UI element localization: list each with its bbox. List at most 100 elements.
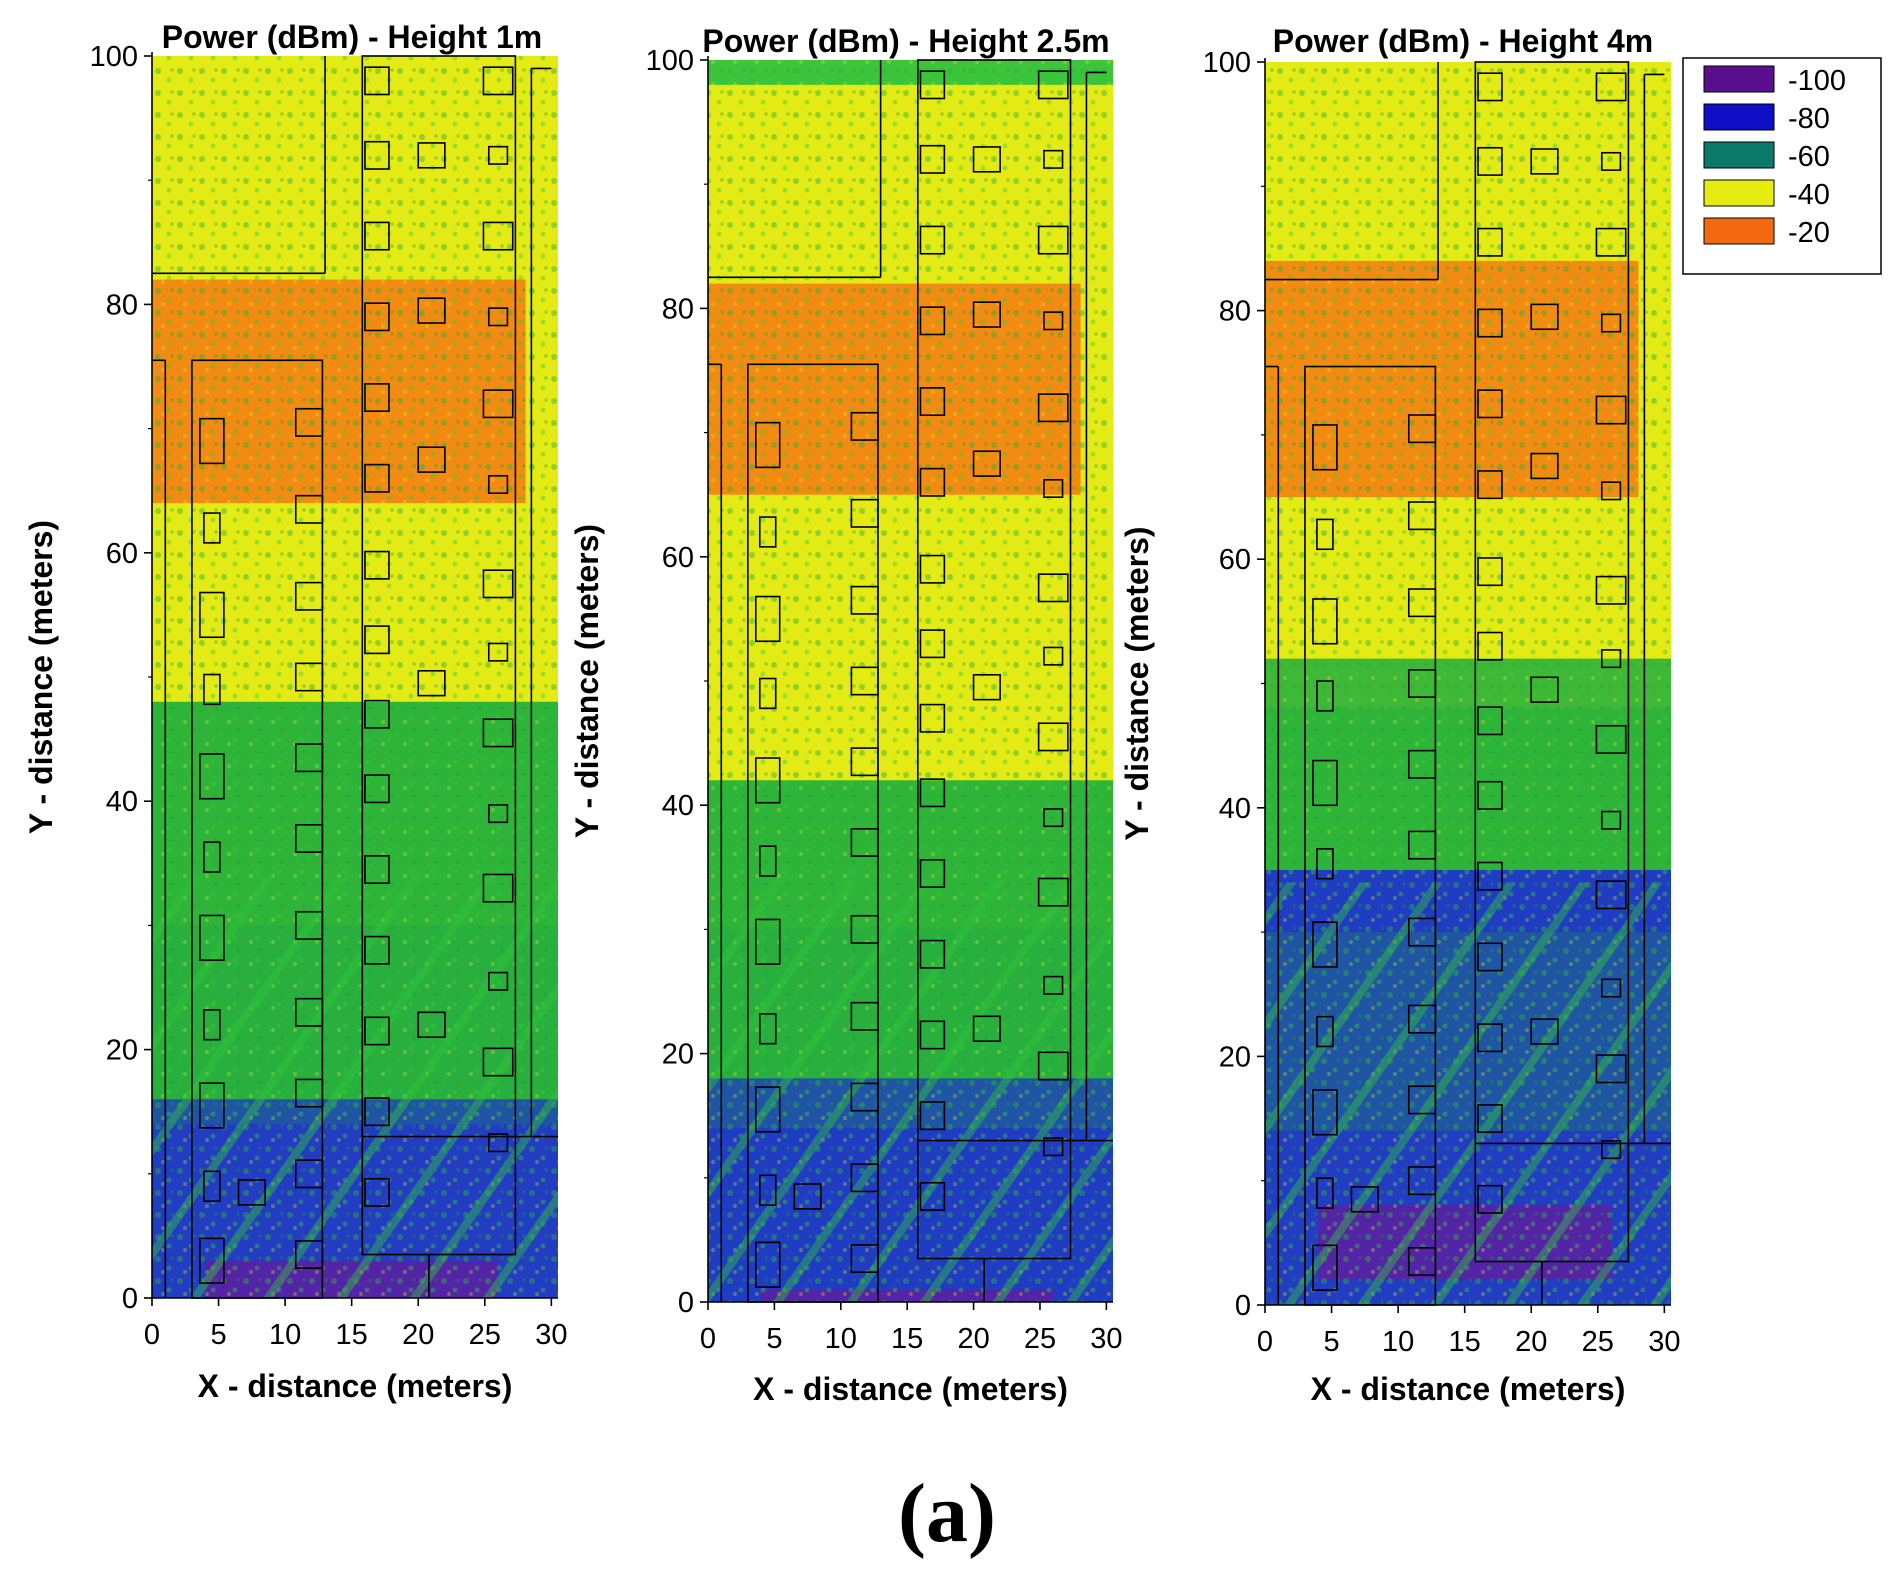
panel-title: Power (dBm) - Height 2.5m xyxy=(702,23,1109,59)
equipment-box xyxy=(1407,501,1437,531)
y-tick-label: 40 xyxy=(106,786,138,818)
equipment-box xyxy=(294,494,324,524)
equipment-box xyxy=(1530,148,1559,175)
equipment-box xyxy=(1530,303,1559,331)
equipment-box xyxy=(1037,1051,1069,1081)
equipment-box xyxy=(364,221,390,251)
equipment-box xyxy=(1600,978,1622,998)
x-axis-label: X - distance (meters) xyxy=(198,1368,513,1404)
equipment-box xyxy=(1477,1184,1503,1214)
equipment-box xyxy=(1595,72,1627,102)
equipment-box xyxy=(294,743,324,773)
equipment-box xyxy=(364,625,390,655)
equipment-box xyxy=(199,1237,225,1284)
equipment-box xyxy=(919,70,946,100)
equipment-box xyxy=(1043,149,1064,169)
equipment-box xyxy=(1407,1247,1437,1276)
equipment-box xyxy=(919,554,946,584)
y-tick-label: 0 xyxy=(1235,1290,1251,1322)
equipment-box xyxy=(294,407,324,437)
x-tick-label: 15 xyxy=(1449,1326,1481,1358)
legend-label: -40 xyxy=(1788,179,1830,211)
equipment-box xyxy=(1037,225,1069,255)
x-axis-label: X - distance (meters) xyxy=(1311,1371,1626,1407)
legend-label: -20 xyxy=(1788,217,1830,249)
equipment-box xyxy=(850,1244,879,1273)
equipment-box xyxy=(294,997,324,1027)
equipment-box xyxy=(1600,151,1622,171)
equipment-box xyxy=(1312,921,1338,968)
equipment-box xyxy=(1043,311,1064,331)
equipment-box xyxy=(1316,1015,1334,1048)
equipment-box xyxy=(1595,395,1627,425)
panel-2: 0 20 40 60 80 100 0 5 10 15 20 25 30 Power (dBm) - He… xyxy=(569,23,1122,1407)
equipment-box xyxy=(487,642,509,662)
y-tick-label: 60 xyxy=(662,542,694,574)
equipment-box xyxy=(203,512,221,544)
equipment-box xyxy=(199,417,225,465)
equipment-box xyxy=(199,1082,225,1129)
x-tick-label: 20 xyxy=(957,1323,989,1355)
equipment-box xyxy=(1407,669,1437,698)
y-axis-label: Y - distance (meters) xyxy=(1119,526,1155,840)
equipment-box xyxy=(1350,1186,1379,1213)
y-tick-label: 100 xyxy=(1203,47,1251,79)
equipment-box xyxy=(364,935,390,965)
room-right-aisle xyxy=(361,55,517,1256)
equipment-box xyxy=(919,1181,946,1211)
equipment-box xyxy=(1407,749,1437,779)
equipment-box xyxy=(1316,680,1334,712)
equipment-box xyxy=(487,145,509,165)
equipment-box xyxy=(1477,942,1503,972)
equipment-box xyxy=(203,1009,221,1041)
x-tick-label: 5 xyxy=(210,1319,226,1351)
equipment-box xyxy=(1477,861,1503,891)
equipment-box xyxy=(417,446,446,473)
equipment-box xyxy=(793,1183,822,1210)
y-tick-label: 0 xyxy=(678,1287,694,1319)
equipment-box xyxy=(1407,1004,1437,1034)
equipment-box xyxy=(294,910,324,940)
equipment-box xyxy=(758,845,777,877)
x-tick-label: 15 xyxy=(336,1319,368,1351)
equipment-box xyxy=(1316,518,1334,551)
equipment-box xyxy=(919,629,946,659)
equipment-box xyxy=(1477,72,1503,102)
equipment-box xyxy=(1595,724,1627,754)
equipment-box xyxy=(364,463,390,493)
equipment-box xyxy=(850,914,879,944)
equipment-box xyxy=(294,823,324,853)
equipment-box xyxy=(1477,557,1503,587)
equipment-box xyxy=(482,389,514,419)
equipment-box xyxy=(850,411,879,441)
equipment-box xyxy=(1312,1244,1338,1291)
x-tick-label: 30 xyxy=(1090,1323,1122,1355)
equipment-box xyxy=(482,569,514,599)
equipment-box xyxy=(1600,810,1622,830)
equipment-box xyxy=(1037,722,1069,752)
equipment-box xyxy=(1043,478,1064,498)
y-tick-label: 40 xyxy=(1219,793,1251,825)
equipment-box xyxy=(1316,1177,1334,1209)
x-tick-label: 10 xyxy=(1382,1326,1414,1358)
equipment-box xyxy=(1477,631,1503,661)
panel-title: Power (dBm) - Height 1m xyxy=(162,19,542,55)
x-tick-label: 10 xyxy=(825,1323,857,1355)
equipment-box xyxy=(417,1011,446,1038)
y-axis-label: Y - distance (meters) xyxy=(569,524,605,838)
x-tick-label: 5 xyxy=(766,1323,782,1355)
equipment-box xyxy=(1407,830,1437,860)
legend-swatch xyxy=(1703,65,1775,93)
equipment-box xyxy=(203,673,221,706)
panel-3: 0 20 40 60 80 100 0 5 10 15 20 25 30 Power (dBm) - He… xyxy=(1119,23,1680,1407)
equipment-box xyxy=(919,778,946,808)
y-tick-label: 80 xyxy=(1219,296,1251,328)
equipment-box xyxy=(1043,808,1064,828)
equipment-box xyxy=(294,1078,324,1108)
y-tick-label: 20 xyxy=(662,1039,694,1071)
equipment-box xyxy=(1477,308,1503,338)
equipment-box xyxy=(1037,393,1069,423)
x-tick-label: 0 xyxy=(1257,1326,1273,1358)
y-tick-label: 20 xyxy=(106,1035,138,1067)
equipment-box xyxy=(1037,70,1069,100)
